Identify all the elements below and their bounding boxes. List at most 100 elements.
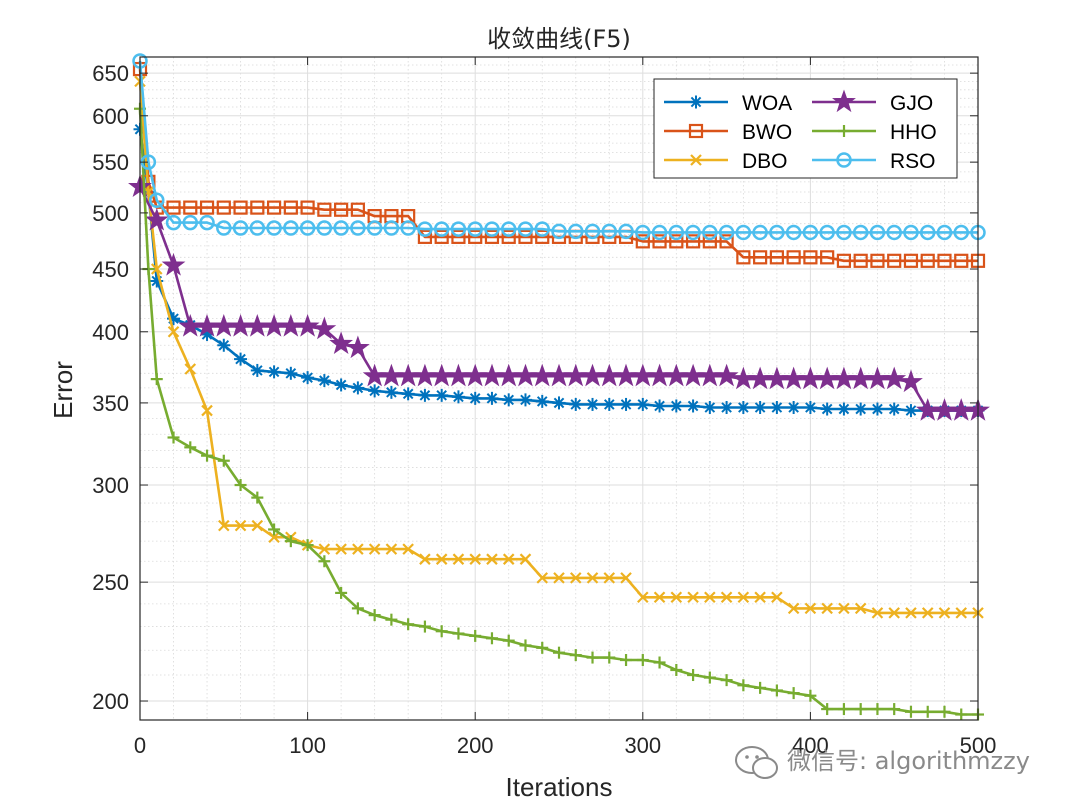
data-point <box>401 387 415 401</box>
data-point <box>535 229 550 244</box>
data-point <box>685 234 701 249</box>
data-point <box>144 207 169 231</box>
data-point <box>517 221 534 237</box>
data-point <box>553 646 565 659</box>
data-point <box>636 654 649 667</box>
data-point <box>502 553 515 565</box>
data-point <box>368 384 382 398</box>
y-tick-label: 600 <box>92 104 129 129</box>
data-point <box>199 200 215 215</box>
data-point <box>318 543 331 555</box>
data-point <box>753 400 767 414</box>
data-point <box>869 224 886 241</box>
series-layer <box>128 53 990 721</box>
legend-marker <box>690 154 702 166</box>
x-tick-label: 100 <box>289 733 326 758</box>
data-point <box>953 224 969 241</box>
data-point <box>329 331 354 355</box>
data-point <box>685 224 701 241</box>
data-point <box>702 224 718 241</box>
data-point <box>937 253 952 268</box>
data-point <box>871 607 884 619</box>
data-point <box>433 221 450 237</box>
data-point <box>904 404 918 418</box>
data-point <box>769 250 784 265</box>
data-point <box>938 705 951 718</box>
data-point <box>469 629 482 642</box>
data-point <box>603 572 616 584</box>
data-point <box>802 224 819 241</box>
series-line-bwo <box>138 69 978 263</box>
data-point <box>217 454 230 467</box>
data-point <box>669 399 683 413</box>
data-point <box>232 220 249 236</box>
data-point <box>569 649 582 662</box>
data-point <box>703 671 716 684</box>
data-point <box>150 263 163 275</box>
data-point <box>737 591 750 604</box>
data-point <box>852 224 869 241</box>
data-point <box>637 591 649 604</box>
x-tick-label: 300 <box>624 733 661 758</box>
data-point <box>468 229 483 244</box>
data-point <box>836 253 852 268</box>
watermark-text: 微信号: algorithmzzy <box>787 747 1030 775</box>
data-point <box>295 313 320 337</box>
data-point <box>485 632 498 645</box>
data-point <box>754 681 767 694</box>
data-point <box>618 223 634 240</box>
data-point <box>418 620 431 633</box>
data-point <box>500 221 517 237</box>
data-point <box>837 703 850 716</box>
data-point <box>854 402 868 416</box>
data-point <box>651 224 668 241</box>
data-point <box>201 404 213 417</box>
data-point <box>836 224 852 241</box>
data-point <box>368 543 381 555</box>
data-point <box>714 363 739 387</box>
data-point <box>161 252 186 276</box>
data-point <box>586 651 599 664</box>
data-point <box>668 224 685 241</box>
legend-item-woa: WOA <box>664 92 792 115</box>
data-point <box>854 703 867 716</box>
y-tick-label: 350 <box>92 391 129 416</box>
data-point <box>602 397 616 411</box>
data-point <box>335 543 347 555</box>
data-point <box>686 399 700 413</box>
data-point <box>366 220 383 236</box>
data-point <box>703 400 717 414</box>
data-point <box>519 639 532 652</box>
data-point <box>669 234 684 249</box>
y-tick-label: 300 <box>92 473 129 498</box>
data-point <box>820 250 835 265</box>
x-tick-label: 0 <box>134 733 146 758</box>
series-line-woa <box>138 129 978 412</box>
series-bwo <box>132 61 986 268</box>
data-point <box>620 654 633 667</box>
data-point <box>519 553 532 565</box>
axes-box <box>139 56 979 721</box>
legend-item-bwo: BWO <box>664 121 792 144</box>
data-point <box>921 607 934 619</box>
data-point <box>402 543 414 555</box>
axis-ticks: 0 100 200 300 400 500 200 250 300 350 400 450 500 550… <box>92 57 996 758</box>
data-point <box>687 669 700 682</box>
x-tick-label: 400 <box>792 733 829 758</box>
data-point <box>853 253 868 268</box>
data-point <box>770 684 783 697</box>
legend-marker <box>689 95 703 109</box>
data-point <box>435 388 449 402</box>
data-point <box>234 352 248 366</box>
data-point <box>434 229 449 244</box>
data-point <box>702 234 717 249</box>
data-point <box>882 366 907 390</box>
data-point <box>620 572 632 584</box>
data-point <box>333 220 349 236</box>
legend-item-dbo: DBO <box>664 150 788 173</box>
data-point <box>452 553 465 565</box>
data-point <box>954 253 969 268</box>
data-point <box>569 572 582 584</box>
data-point <box>720 674 733 687</box>
